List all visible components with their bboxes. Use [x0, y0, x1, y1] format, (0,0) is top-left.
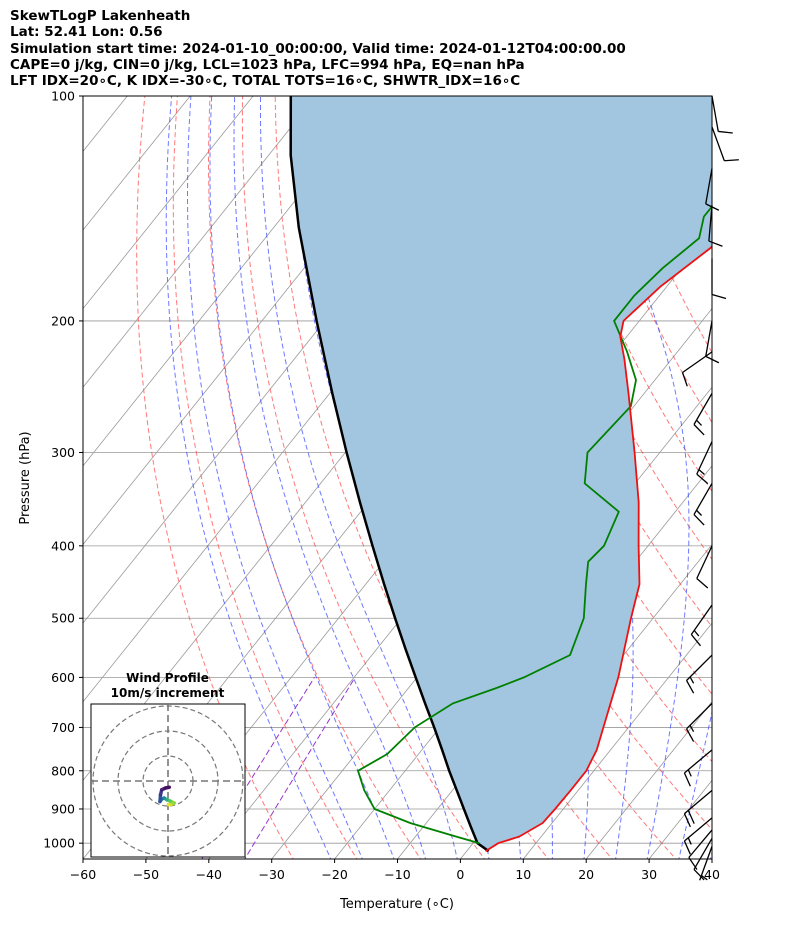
hodograph-inset — [90, 703, 246, 858]
y-axis-label: Pressure (hPa) — [18, 431, 33, 524]
x-tick-label: 40 — [704, 867, 720, 882]
wind-barb — [711, 126, 739, 162]
stability-indices: LFT IDX=20∘C, K IDX=-30∘C, TOTAL TOTS=16… — [10, 73, 521, 90]
hodograph-increment: 10m/s increment — [110, 685, 225, 700]
station-coordinates: Lat: 52.41 Lon: 0.56 — [10, 24, 163, 41]
wind-barbs — [681, 95, 739, 881]
isotherm-line — [711, 858, 712, 859]
isotherm-line — [522, 622, 712, 859]
wind-barb — [705, 168, 720, 211]
chart-header: SkewTLogP Lakenheath Lat: 52.41 Lon: 0.5… — [10, 8, 626, 89]
y-tick-label: 400 — [51, 538, 75, 553]
wind-barb — [708, 205, 723, 247]
x-tick-label: −20 — [321, 867, 347, 882]
axis-ticks: −60 −50 −40 −30 −20 −10 0 10 20 30 40 100 200 300 400 5… — [43, 89, 720, 883]
mixing-ratio-line — [244, 677, 356, 859]
moist-adiabat — [233, 96, 427, 859]
wind-barb — [696, 441, 713, 485]
wind-barb — [683, 789, 713, 828]
wind-barb — [696, 545, 713, 589]
moist-adiabat — [187, 96, 363, 859]
y-tick-label: 600 — [51, 670, 75, 685]
dry-adiabat — [136, 96, 294, 859]
isotherm-line — [83, 96, 254, 310]
hodograph-segment — [163, 785, 171, 790]
moist-adiabat — [490, 96, 634, 859]
stability-parameters: CAPE=0 j/kg, CIN=0 j/kg, LCL=1023 hPa, L… — [10, 56, 525, 73]
x-tick-label: 20 — [578, 867, 594, 882]
wind-barb — [699, 846, 713, 881]
y-tick-label: 1000 — [43, 836, 75, 851]
wind-barb — [681, 351, 713, 387]
x-tick-label: 10 — [515, 867, 531, 882]
y-tick-label: 500 — [51, 611, 75, 626]
moist-adiabat — [580, 96, 690, 859]
dry-adiabat — [535, 96, 712, 493]
dry-adiabat — [208, 96, 422, 859]
wind-barb — [693, 483, 713, 526]
wind-barb — [693, 837, 713, 881]
temperature-profile-line — [485, 245, 712, 852]
x-tick-label: −60 — [70, 867, 96, 882]
wind-barb — [693, 393, 713, 436]
hodograph-title-block: Wind Profile 10m/s increment — [90, 671, 245, 700]
isotherm-line — [83, 96, 191, 231]
wind-barb — [685, 654, 713, 694]
dry-adiabat — [567, 96, 712, 424]
simulation-times: Simulation start time: 2024-01-10_00:00:… — [10, 40, 626, 57]
isotherm-line — [83, 96, 380, 467]
sounding-profiles — [289, 96, 712, 853]
cin-shaded-area — [290, 96, 712, 850]
y-tick-label: 900 — [51, 801, 75, 816]
wind-barb — [711, 258, 727, 300]
wind-barb — [705, 320, 720, 364]
y-tick-label: 700 — [51, 720, 75, 735]
wind-barb — [683, 749, 713, 787]
moist-adiabat — [260, 96, 458, 859]
wind-barb — [685, 702, 713, 742]
cape-cin-shading — [290, 96, 712, 850]
dry-adiabat — [241, 96, 486, 859]
x-tick-label: −40 — [196, 867, 222, 882]
dewpoint-profile-line — [356, 204, 712, 845]
moist-adiabat — [165, 96, 332, 859]
x-tick-label: −30 — [259, 867, 285, 882]
hodograph-title: Wind Profile — [126, 671, 209, 685]
wind-barb — [688, 829, 713, 870]
y-tick-label: 200 — [51, 313, 75, 328]
chart-title: SkewTLogP Lakenheath — [10, 8, 191, 24]
wind-barb — [690, 604, 713, 647]
x-tick-label: 30 — [641, 867, 657, 882]
x-tick-label: −50 — [133, 867, 159, 882]
x-tick-label: 0 — [456, 867, 464, 882]
y-tick-label: 100 — [51, 89, 75, 104]
wind-barb — [683, 817, 713, 855]
y-tick-label: 800 — [51, 763, 75, 778]
x-tick-label: −10 — [384, 867, 410, 882]
y-tick-label: 300 — [51, 445, 75, 460]
moist-adiabat — [709, 850, 712, 859]
wind-barb — [711, 95, 733, 134]
parcel-profile-line — [289, 96, 490, 853]
x-axis-label: Temperature (∘C) — [339, 897, 454, 912]
isotherm-line — [83, 96, 317, 388]
